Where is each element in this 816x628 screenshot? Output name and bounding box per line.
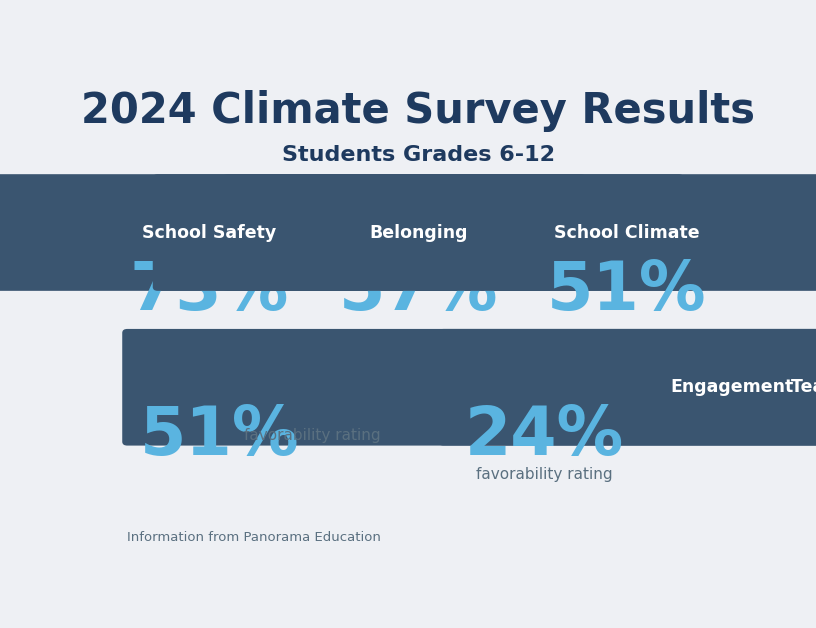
- Text: favorability rating: favorability rating: [350, 332, 486, 347]
- Text: Belonging: Belonging: [369, 224, 468, 242]
- FancyBboxPatch shape: [438, 329, 816, 446]
- Text: 51%: 51%: [140, 403, 299, 468]
- Text: 51%: 51%: [547, 257, 707, 323]
- Text: 2024 Climate Survey Results: 2024 Climate Survey Results: [82, 90, 755, 132]
- Text: Engagement: Engagement: [670, 378, 793, 396]
- Text: favorability rating: favorability rating: [244, 428, 381, 443]
- Text: School Safety: School Safety: [142, 224, 277, 242]
- Text: Students Grades 6-12: Students Grades 6-12: [282, 146, 555, 165]
- Text: Information from Panorama Education: Information from Panorama Education: [127, 531, 381, 544]
- Text: School Climate: School Climate: [554, 224, 699, 242]
- FancyBboxPatch shape: [223, 174, 816, 291]
- FancyBboxPatch shape: [153, 174, 684, 291]
- FancyBboxPatch shape: [122, 329, 816, 446]
- Text: Teacher-Student Relationships: Teacher-Student Relationships: [791, 378, 816, 396]
- FancyBboxPatch shape: [0, 174, 586, 291]
- Text: favorability rating: favorability rating: [559, 332, 695, 347]
- Text: 24%: 24%: [465, 403, 624, 468]
- Text: 73%: 73%: [130, 257, 289, 323]
- Text: favorability rating: favorability rating: [141, 332, 277, 347]
- Text: 57%: 57%: [339, 257, 498, 323]
- Text: favorability rating: favorability rating: [477, 467, 613, 482]
